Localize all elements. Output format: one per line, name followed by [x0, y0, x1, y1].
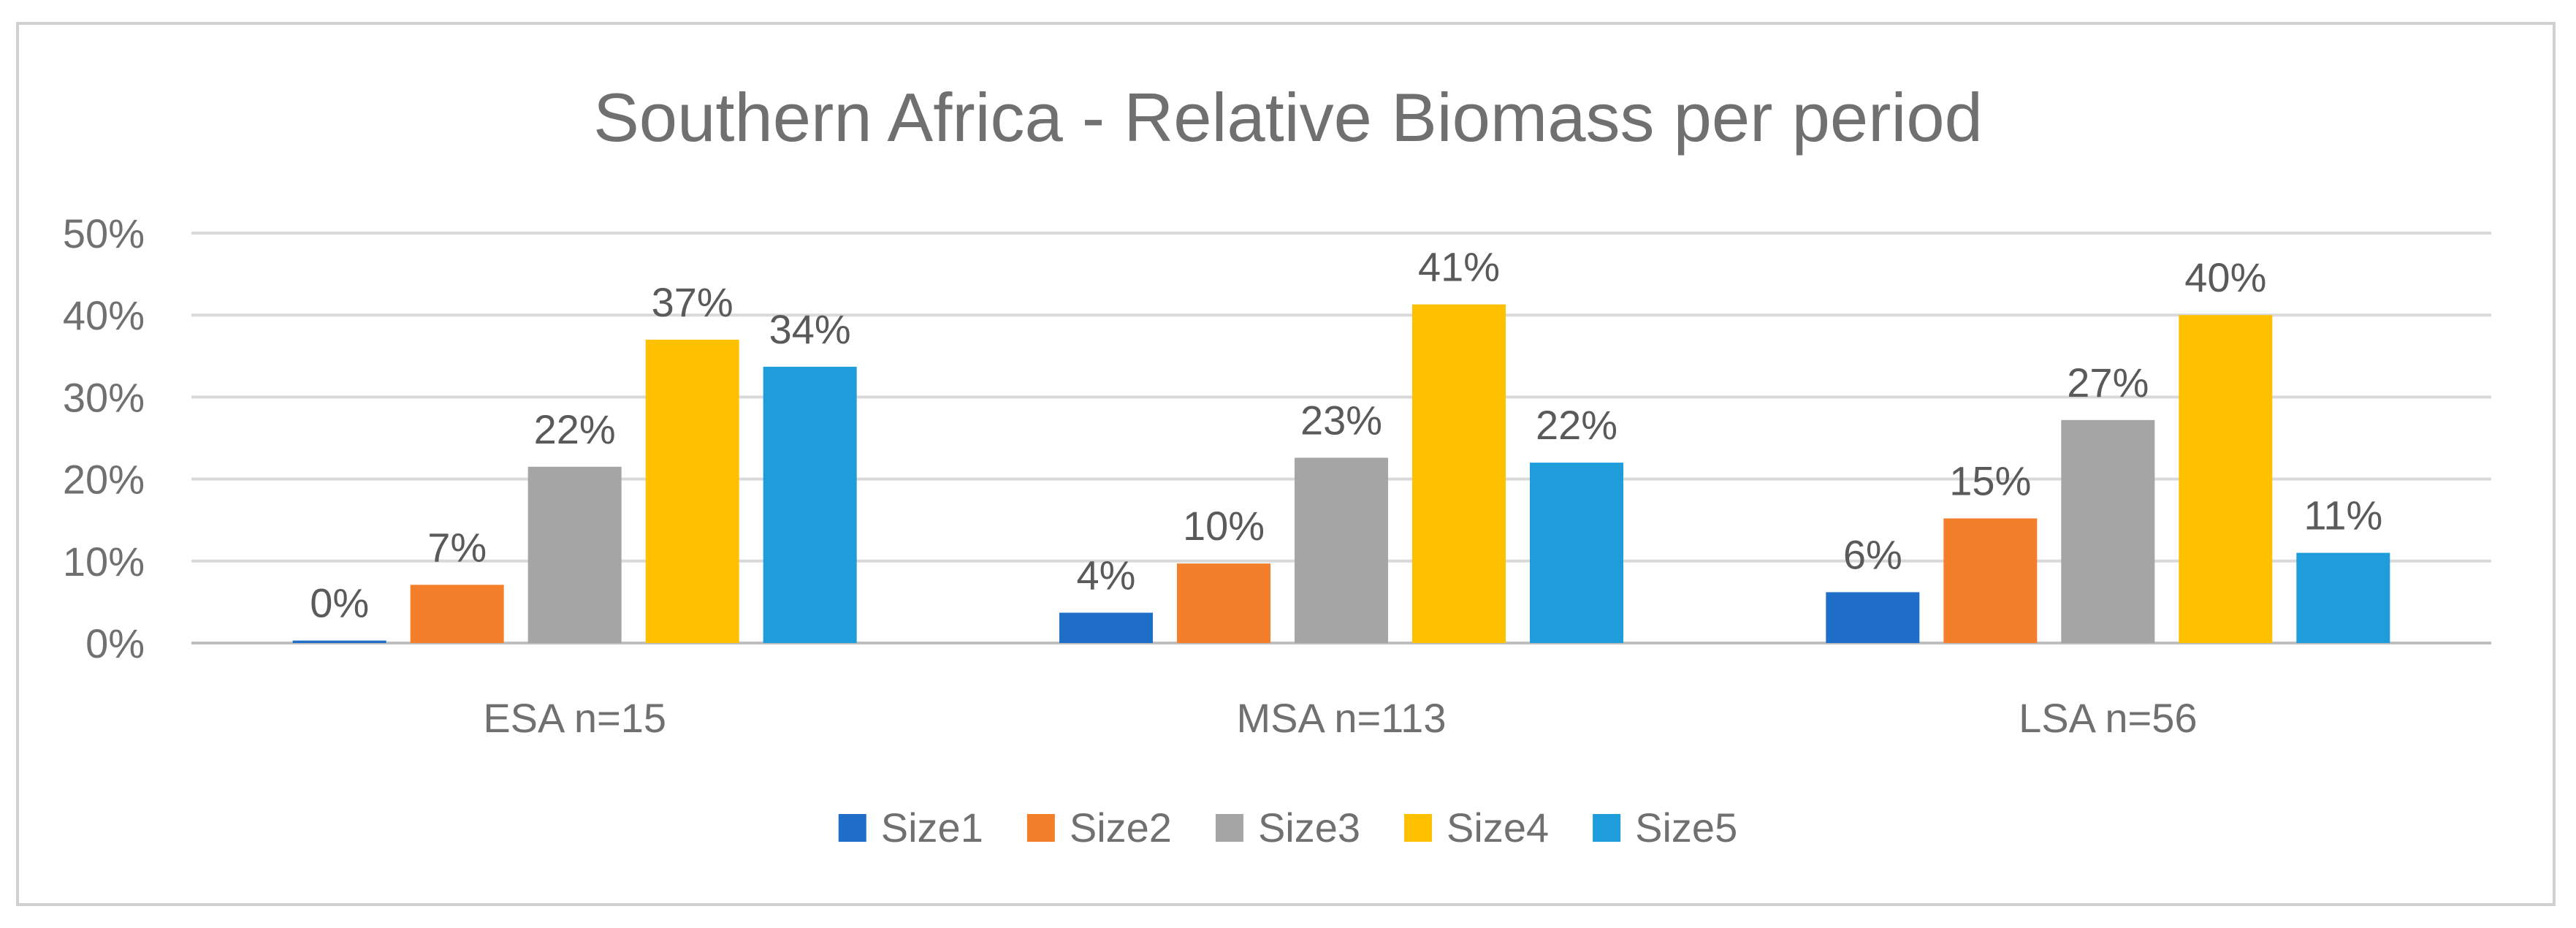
legend-label: Size2	[1070, 805, 1172, 851]
bar-size3-1	[1295, 457, 1388, 643]
data-label: 15%	[1949, 457, 2031, 503]
legend: Size1 Size2 Size3 Size4 Size5	[838, 805, 1737, 851]
y-tick-label: 50%	[63, 210, 145, 256]
chart-title: Southern Africa - Relative Biomass per p…	[593, 79, 1983, 156]
legend-swatch-size1	[838, 814, 866, 842]
bar-size2-0	[410, 585, 504, 643]
legend-swatch-size3	[1215, 814, 1243, 842]
bar-size1-0	[292, 640, 386, 643]
bar-size1-1	[1059, 612, 1153, 643]
legend-label: Size5	[1635, 805, 1737, 851]
legend-label: Size1	[881, 805, 983, 851]
legend-label: Size3	[1258, 805, 1360, 851]
data-label: 11%	[2303, 492, 2382, 539]
y-axis-ticks: 0% 10% 20% 30% 40% 50%	[63, 210, 145, 666]
data-label: 37%	[652, 279, 733, 325]
bar-size2-1	[1177, 563, 1270, 643]
data-label: 34%	[769, 306, 851, 352]
legend-label: Size4	[1447, 805, 1549, 851]
legend-swatch-size4	[1404, 814, 1433, 842]
y-tick-label: 10%	[63, 539, 145, 585]
data-label: 10%	[1183, 503, 1265, 549]
bar-size2-2	[1943, 518, 2038, 643]
data-label: 27%	[2067, 360, 2149, 406]
bar-size4-2	[2179, 315, 2273, 643]
data-label: 7%	[427, 524, 487, 570]
legend-swatch-size2	[1026, 814, 1055, 842]
data-label: 4%	[1077, 552, 1136, 598]
category-label: ESA n=15	[483, 695, 666, 741]
y-tick-label: 30%	[63, 374, 145, 420]
category-label: LSA n=56	[2019, 695, 2197, 741]
category-label: MSA n=113	[1237, 695, 1447, 741]
legend-swatch-size5	[1593, 814, 1621, 842]
bar-size4-0	[645, 339, 739, 643]
bar-size3-2	[2061, 419, 2155, 643]
data-labels: 0% 7% 22% 37% 34% 4% 10% 23% 41% 22% 6% 15% 27% 40% 11…	[310, 244, 2382, 626]
data-label: 40%	[2184, 254, 2266, 300]
data-label: 6%	[1843, 531, 1902, 577]
bar-size5-1	[1530, 463, 1623, 643]
data-label: 23%	[1300, 397, 1382, 443]
y-tick-label: 0%	[85, 620, 145, 666]
bar-size1-2	[1826, 592, 1920, 643]
bar-size5-2	[2296, 552, 2390, 643]
bar-size3-0	[527, 466, 622, 643]
x-axis-categories: ESA n=15 MSA n=113 LSA n=56	[483, 695, 2197, 741]
data-label: 22%	[1536, 402, 1617, 448]
bars	[292, 304, 2390, 643]
data-label: 22%	[534, 406, 616, 452]
y-tick-label: 40%	[63, 292, 145, 338]
data-label: 41%	[1418, 244, 1500, 290]
data-label: 0%	[310, 580, 369, 626]
bar-size5-0	[763, 366, 857, 643]
bar-size4-1	[1412, 304, 1506, 643]
y-tick-label: 20%	[63, 457, 145, 503]
